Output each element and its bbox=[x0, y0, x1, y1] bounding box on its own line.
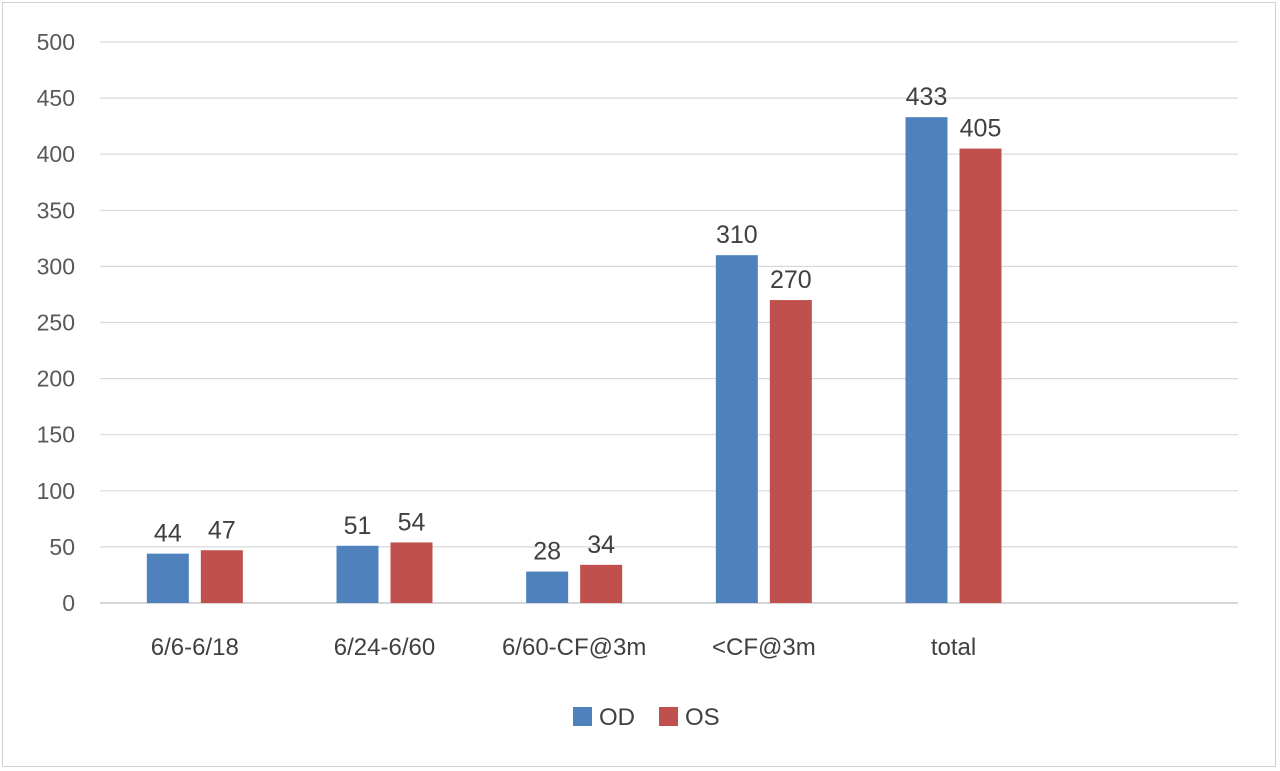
x-category-label: 6/6-6/18 bbox=[151, 634, 239, 661]
bar-os-3 bbox=[769, 300, 812, 603]
data-label: 51 bbox=[344, 512, 372, 540]
bars bbox=[146, 117, 1002, 603]
bar-od-3 bbox=[715, 255, 758, 603]
x-category-label: 6/24-6/60 bbox=[334, 634, 435, 661]
x-category-label: total bbox=[931, 634, 976, 661]
y-tick-label: 350 bbox=[37, 197, 75, 223]
bar-os-1 bbox=[390, 542, 433, 603]
data-label: 310 bbox=[716, 221, 758, 249]
y-tick-label: 200 bbox=[37, 366, 75, 392]
gridlines bbox=[100, 41, 1238, 604]
data-label: 28 bbox=[533, 538, 561, 566]
data-label: 34 bbox=[587, 531, 615, 559]
y-tick-label: 100 bbox=[37, 478, 75, 504]
x-category-label: 6/60-CF@3m bbox=[502, 634, 646, 661]
y-tick-label: 500 bbox=[37, 29, 75, 55]
legend-swatch-od bbox=[573, 707, 592, 726]
y-tick-label: 150 bbox=[37, 422, 75, 448]
y-tick-label: 0 bbox=[62, 590, 75, 616]
legend: OD OS bbox=[573, 704, 720, 731]
legend-label: OD bbox=[599, 704, 635, 731]
bar-od-2 bbox=[526, 571, 569, 603]
bar-od-0 bbox=[146, 553, 189, 603]
y-tick-label: 450 bbox=[37, 85, 75, 111]
data-labels: 44 47 51 54 28 34 310 270 433 405 bbox=[154, 83, 1001, 565]
bar-od-1 bbox=[336, 545, 379, 603]
data-label: 44 bbox=[154, 520, 182, 548]
bar-os-0 bbox=[200, 550, 243, 603]
data-label: 405 bbox=[960, 115, 1002, 143]
y-tick-label: 400 bbox=[37, 141, 75, 167]
bar-os-4 bbox=[959, 148, 1002, 603]
data-label: 47 bbox=[208, 516, 236, 544]
data-label: 433 bbox=[906, 83, 948, 111]
legend-swatch-os bbox=[659, 707, 678, 726]
x-axis-categories: 6/6-6/18 6/24-6/60 6/60-CF@3m <CF@3m total bbox=[151, 634, 976, 661]
y-axis-ticks: 0 50 100 150 200 250 300 350 400 450 500 bbox=[37, 29, 75, 616]
legend-label: OS bbox=[685, 704, 720, 731]
bar-os-2 bbox=[580, 564, 623, 603]
x-category-label: <CF@3m bbox=[712, 634, 816, 661]
y-tick-label: 50 bbox=[49, 534, 75, 560]
data-label: 54 bbox=[398, 508, 426, 536]
bar-od-4 bbox=[905, 117, 948, 603]
data-label: 270 bbox=[770, 266, 812, 294]
y-tick-label: 250 bbox=[37, 310, 75, 336]
y-tick-label: 300 bbox=[37, 253, 75, 279]
